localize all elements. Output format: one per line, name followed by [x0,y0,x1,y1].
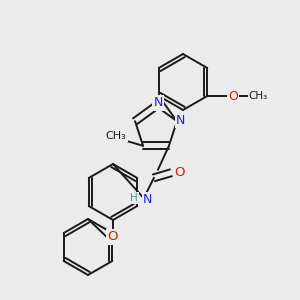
Text: N: N [143,193,153,206]
Text: N: N [153,97,163,110]
Text: N: N [176,114,186,127]
Text: O: O [228,89,238,103]
Text: H: H [130,193,138,203]
Text: CH₃: CH₃ [249,91,268,101]
Text: CH₃: CH₃ [106,131,126,141]
Text: O: O [175,166,185,179]
Text: O: O [108,230,118,244]
